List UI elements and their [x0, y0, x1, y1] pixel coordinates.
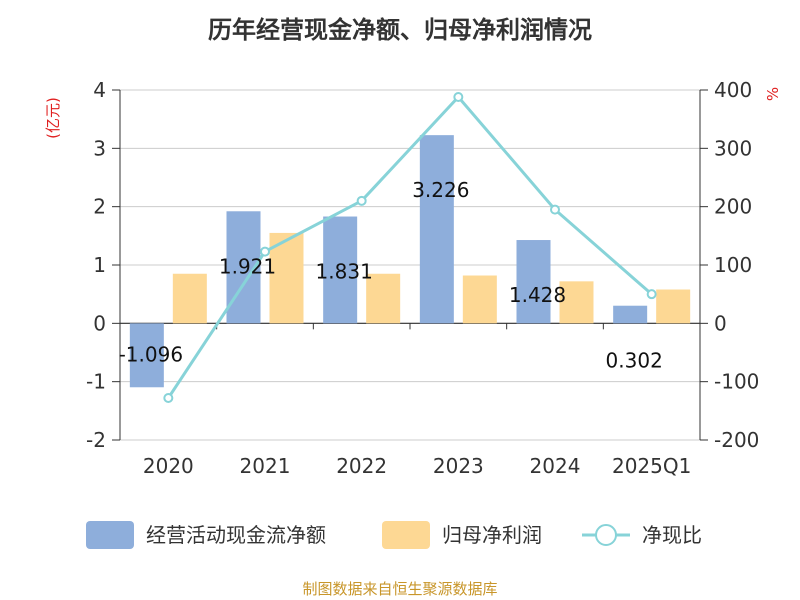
right-tick-label: 100 [714, 253, 752, 277]
data-label: 1.831 [316, 260, 373, 284]
category-label: 2023 [433, 454, 484, 478]
legend-label-cashflow: 经营活动现金流净额 [146, 523, 326, 547]
bar-cashflow [323, 216, 358, 324]
left-tick-label: 2 [93, 195, 106, 219]
data-label: 1.428 [509, 283, 566, 307]
data-labels: -1.096 1.921 1.831 3.226 1.428 0.302 [119, 178, 663, 373]
bar-net-profit [656, 289, 691, 324]
bar-cashflow [419, 135, 454, 324]
ratio-point [260, 246, 270, 257]
chart-title: 历年经营现金净额、归母净利润情况 [208, 16, 592, 44]
left-tick-label: 4 [93, 78, 106, 102]
right-axis-unit: % [764, 87, 782, 101]
category-label: 2025Q1 [612, 454, 691, 478]
axes: 4 3 2 1 0 -1 -2 400 300 200 100 0 -100 -200 2020 2021 20… [44, 78, 782, 478]
left-tick-label: -1 [86, 370, 106, 394]
source-note: 制图数据来自恒生聚源数据库 [302, 580, 498, 598]
ratio-point [356, 195, 367, 206]
bar-net-profit [172, 273, 207, 324]
bar-cashflow [516, 240, 551, 324]
right-tick-label: -200 [714, 428, 759, 452]
left-axis-unit: (亿元) [44, 97, 62, 139]
category-label: 2024 [530, 454, 581, 478]
bar-cashflow [613, 305, 648, 324]
ratio-point [163, 393, 174, 403]
legend-swatch-cashflow [86, 521, 134, 549]
legend-swatch-ratio-marker [595, 524, 617, 546]
right-tick-label: 0 [714, 311, 727, 335]
category-label: 2022 [336, 454, 387, 478]
bars [129, 135, 691, 388]
right-tick-label: 400 [714, 78, 752, 102]
ratio-point [550, 204, 560, 215]
data-label: 0.302 [606, 349, 663, 373]
category-label: 2020 [143, 454, 194, 478]
legend-label-ratio: 净现比 [642, 523, 702, 547]
grid-lines [120, 89, 700, 441]
data-label: 3.226 [412, 178, 469, 202]
left-tick-label: 0 [93, 311, 106, 335]
left-tick-label: -2 [86, 428, 106, 452]
bar-net-profit [269, 232, 304, 324]
legend-label-net-profit: 归母净利润 [442, 523, 542, 547]
right-tick-label: 300 [714, 136, 752, 160]
data-label: 1.921 [219, 254, 276, 278]
data-label: -1.096 [119, 342, 183, 366]
legend[interactable]: 经营活动现金流净额 归母净利润 净现比 [86, 521, 702, 549]
ratio-line [163, 92, 657, 403]
ratio-point [453, 92, 464, 102]
ratio-line-path [167, 94, 653, 399]
bar-net-profit [559, 281, 594, 324]
bar-net-profit [366, 273, 401, 324]
bar-net-profit [462, 275, 497, 324]
left-tick-label: 1 [93, 253, 106, 277]
ratio-point [646, 289, 657, 300]
legend-swatch-net-profit [382, 521, 430, 549]
category-label: 2021 [240, 454, 291, 478]
bar-cashflow [129, 323, 164, 388]
left-tick-label: 3 [93, 136, 106, 160]
right-tick-label: 200 [714, 195, 752, 219]
right-tick-label: -100 [714, 370, 759, 394]
